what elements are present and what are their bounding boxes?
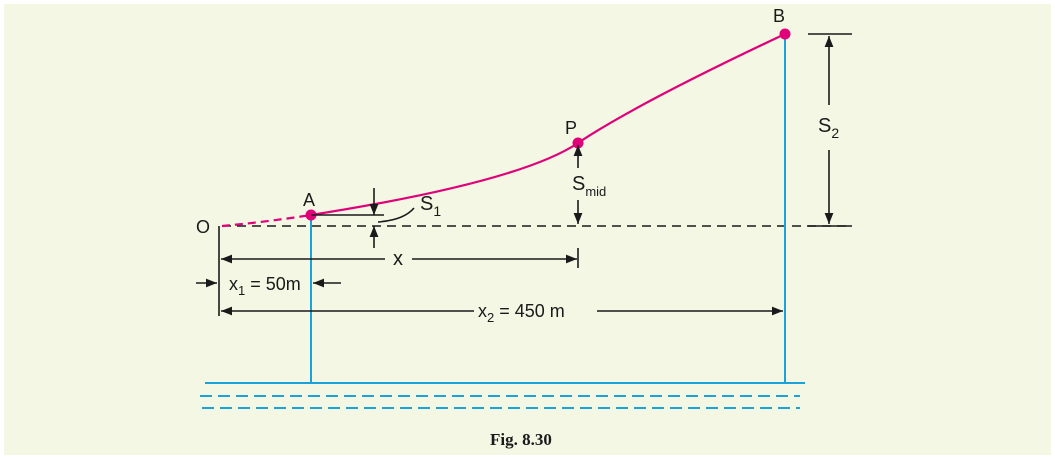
label-p: P bbox=[565, 118, 577, 138]
label-b: B bbox=[773, 6, 785, 26]
s2-dimension bbox=[808, 33, 852, 227]
diagram-background bbox=[4, 4, 1051, 455]
figure-caption: Fig. 8.30 bbox=[490, 430, 552, 449]
x-dimension bbox=[221, 248, 579, 268]
water-surface bbox=[200, 382, 805, 409]
smid-label: Smid bbox=[572, 173, 606, 199]
s1-dimension bbox=[311, 188, 415, 248]
conductor-dashed bbox=[221, 213, 312, 228]
s1-label: S1 bbox=[420, 193, 441, 219]
x-label: x bbox=[393, 248, 403, 270]
s2-label: S2 bbox=[818, 115, 839, 141]
x2-label: x2 = 450 m bbox=[478, 301, 565, 325]
label-o: O bbox=[196, 217, 210, 237]
label-a: A bbox=[303, 190, 315, 210]
point-b-dot bbox=[779, 28, 791, 40]
x1-label: x1 = 50m bbox=[229, 274, 301, 298]
